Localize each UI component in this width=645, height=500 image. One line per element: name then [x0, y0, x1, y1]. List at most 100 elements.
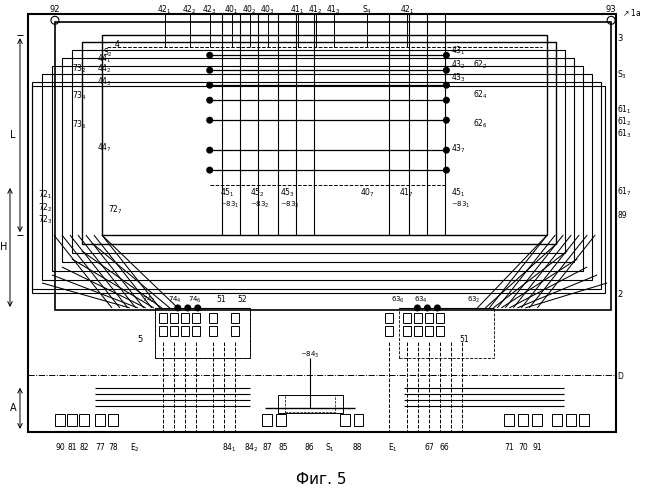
Text: 51: 51: [217, 296, 226, 304]
Text: 43$_3$: 43$_3$: [451, 72, 466, 85]
Bar: [62, 58, 574, 262]
Text: 62$_2$: 62$_2$: [473, 58, 488, 70]
Text: ~83$_3$: ~83$_3$: [280, 200, 299, 210]
Bar: [72, 50, 565, 253]
Bar: [579, 414, 589, 426]
Bar: [170, 313, 178, 323]
Text: S$_1$: S$_1$: [324, 442, 335, 454]
Circle shape: [444, 82, 449, 88]
Text: 74$_6$: 74$_6$: [188, 295, 201, 305]
Text: 42$_3$: 42$_3$: [203, 3, 217, 16]
Circle shape: [207, 98, 212, 103]
Bar: [284, 395, 335, 412]
Text: 40$_2$: 40$_2$: [243, 3, 257, 16]
Bar: [155, 308, 250, 358]
Text: ~84$_3$: ~84$_3$: [300, 350, 319, 360]
Circle shape: [207, 168, 212, 173]
Bar: [437, 326, 444, 336]
Circle shape: [435, 305, 440, 310]
Text: 86: 86: [304, 443, 314, 452]
Circle shape: [207, 68, 212, 73]
Text: H: H: [0, 242, 8, 252]
Text: 88: 88: [353, 443, 362, 452]
Text: 73$_2$: 73$_2$: [72, 62, 86, 74]
Text: 43$_1$: 43$_1$: [451, 44, 466, 56]
Bar: [566, 414, 576, 426]
Text: E$_1$: E$_1$: [388, 442, 397, 454]
Text: 63$_6$: 63$_6$: [392, 295, 405, 305]
Circle shape: [175, 305, 181, 310]
Text: 61$_2$: 61$_2$: [617, 116, 632, 128]
Bar: [181, 326, 189, 336]
Text: 43$_2$: 43$_2$: [451, 58, 466, 70]
Bar: [28, 14, 616, 432]
Text: 42$_1$: 42$_1$: [400, 3, 415, 16]
Text: 67: 67: [424, 443, 434, 452]
Text: 63$_4$: 63$_4$: [415, 295, 428, 305]
Text: 44$_7$: 44$_7$: [97, 142, 112, 154]
Bar: [170, 326, 178, 336]
Bar: [82, 42, 556, 244]
Text: ~83$_1$: ~83$_1$: [220, 200, 239, 210]
Bar: [552, 414, 562, 426]
Text: 41$_3$: 41$_3$: [326, 3, 341, 16]
Text: 41$_7$: 41$_7$: [399, 187, 414, 200]
Bar: [339, 414, 350, 426]
Text: E$_2$: E$_2$: [130, 442, 140, 454]
Bar: [231, 326, 239, 336]
Bar: [79, 414, 89, 426]
Text: L: L: [10, 130, 15, 140]
Text: 4: 4: [115, 40, 120, 49]
Text: S$_3$: S$_3$: [617, 69, 627, 82]
Text: 91: 91: [532, 443, 542, 452]
Text: 73$_4$: 73$_4$: [72, 90, 87, 102]
Text: 42$_2$: 42$_2$: [183, 3, 197, 16]
Bar: [386, 326, 393, 336]
Text: ~83$_1$: ~83$_1$: [451, 200, 471, 210]
Bar: [275, 414, 286, 426]
Bar: [209, 326, 217, 336]
Text: 44$_2$: 44$_2$: [97, 62, 112, 74]
Bar: [399, 308, 494, 358]
Text: 89: 89: [617, 210, 627, 220]
Bar: [519, 414, 528, 426]
Text: 45$_2$: 45$_2$: [250, 187, 264, 200]
Bar: [52, 66, 583, 271]
Text: 5: 5: [138, 336, 143, 344]
Text: 45$_1$: 45$_1$: [220, 187, 234, 200]
Circle shape: [444, 52, 449, 58]
Text: S$_2$: S$_2$: [103, 46, 113, 58]
Text: 66: 66: [439, 443, 450, 452]
Bar: [159, 313, 167, 323]
Circle shape: [207, 148, 212, 153]
Bar: [209, 313, 217, 323]
Text: 71: 71: [504, 443, 514, 452]
Text: S$_4$: S$_4$: [362, 3, 373, 16]
Bar: [192, 313, 200, 323]
Text: 2: 2: [617, 290, 622, 300]
Text: 73$_6$: 73$_6$: [72, 119, 87, 132]
Text: 40$_3$: 40$_3$: [260, 3, 275, 16]
Text: 62$_6$: 62$_6$: [473, 118, 488, 130]
Bar: [192, 326, 200, 336]
Text: 61$_3$: 61$_3$: [617, 128, 632, 140]
Text: 45$_3$: 45$_3$: [280, 187, 294, 200]
Bar: [108, 414, 118, 426]
Bar: [155, 308, 250, 358]
Text: 85: 85: [279, 443, 288, 452]
Text: 77: 77: [95, 443, 104, 452]
Text: 90: 90: [55, 443, 64, 452]
Circle shape: [415, 305, 421, 310]
Circle shape: [444, 118, 449, 123]
Circle shape: [444, 68, 449, 73]
Bar: [159, 326, 167, 336]
Bar: [181, 313, 189, 323]
Bar: [532, 414, 542, 426]
Text: 74$_2$: 74$_2$: [142, 295, 155, 305]
Circle shape: [424, 305, 430, 310]
Text: 72$_2$: 72$_2$: [38, 202, 53, 214]
Text: 45$_1$: 45$_1$: [451, 187, 466, 200]
Circle shape: [185, 305, 190, 310]
Text: 40$_7$: 40$_7$: [359, 187, 374, 200]
Bar: [102, 36, 547, 235]
